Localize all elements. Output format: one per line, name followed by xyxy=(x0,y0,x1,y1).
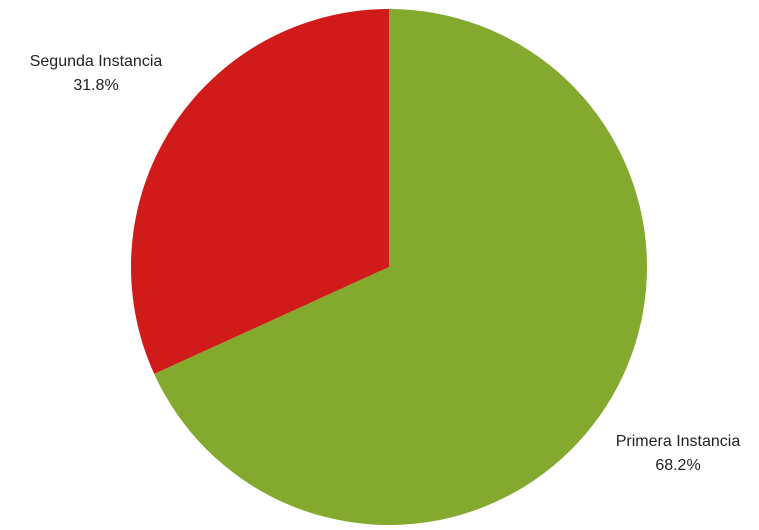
slice-name-primera-instancia: Primera Instancia xyxy=(615,433,741,450)
slice-percent-primera-instancia: 68.2% xyxy=(655,457,701,474)
pie-slice-primera-instancia xyxy=(154,9,647,525)
pie-slice-segunda-instancia xyxy=(130,9,389,374)
slice-name-segunda-instancia: Segunda Instancia xyxy=(29,53,163,70)
slice-label-segunda-instancia: Segunda Instancia 31.8% xyxy=(10,50,182,98)
slice-label-primera-instancia: Primera Instancia 68.2% xyxy=(598,430,758,478)
slice-percent-segunda-instancia: 31.8% xyxy=(73,77,119,94)
